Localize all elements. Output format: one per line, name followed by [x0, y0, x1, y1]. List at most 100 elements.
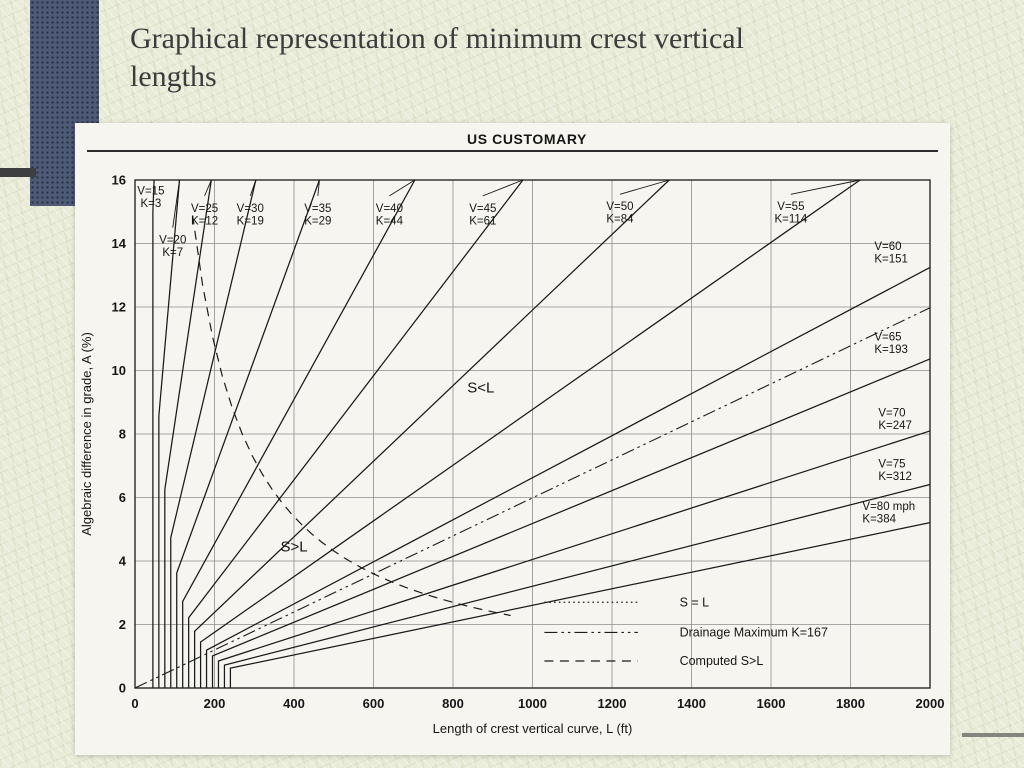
speed-line-label-v50: V=50 K=84 [606, 201, 634, 226]
chart-title: US CUSTOMARY [467, 131, 587, 147]
speed-line-label-v35-speed: V=35 [304, 203, 331, 215]
speed-line-leader-v45 [482, 179, 524, 197]
speed-line-v30 [170, 179, 257, 688]
x-axis-title: Length of crest vertical curve, L (ft) [433, 721, 633, 736]
legend-label-0: S = L [680, 595, 710, 609]
x-tick-label-200: 200 [204, 696, 226, 711]
y-tick-label-6: 6 [119, 490, 126, 505]
speed-line-label-v25-k: K=12 [191, 215, 218, 227]
y-tick-label-2: 2 [119, 617, 126, 632]
speed-line-leader-v35 [317, 179, 320, 196]
speed-line-label-v50-speed: V=50 [606, 201, 633, 213]
speed-line-label-v60-speed: V=60 [874, 241, 901, 253]
x-tick-label-1600: 1600 [757, 696, 786, 711]
speed-line-label-v35: V=35 K=29 [304, 203, 331, 228]
speed-line-leader-v55 [790, 179, 861, 195]
y-tick-label-10: 10 [112, 363, 126, 378]
speed-line-label-v80-k: K=384 [862, 514, 896, 526]
speed-line-v55 [199, 179, 861, 688]
speed-line-leader-v25 [204, 179, 212, 197]
speed-line-label-v25-speed: V=25 [191, 203, 218, 215]
speed-line-v50 [194, 179, 670, 688]
speed-line-label-v75: V=75 K=312 [878, 458, 912, 483]
region-label-1: S>L [280, 538, 307, 555]
region-label-0: S<L [467, 380, 494, 397]
x-tick-label-1800: 1800 [836, 696, 865, 711]
speed-line-label-v70: V=70 K=247 [878, 408, 912, 433]
speed-line-label-v60-k: K=151 [874, 253, 908, 265]
speed-line-v45 [188, 179, 524, 688]
legend-label-1: Drainage Maximum K=167 [680, 625, 828, 639]
speed-line-label-v65: V=65 K=193 [874, 331, 908, 356]
speed-line-label-v70-k: K=247 [878, 420, 912, 432]
x-tick-label-400: 400 [283, 696, 305, 711]
y-tick-label-12: 12 [112, 300, 126, 315]
speed-line-label-v30-k: K=19 [237, 215, 264, 227]
x-tick-label-800: 800 [442, 696, 464, 711]
speed-line-leader-v50 [619, 179, 670, 195]
speed-line-label-v55: V=55 K=114 [775, 201, 808, 226]
y-tick-label-16: 16 [112, 173, 126, 188]
footer-line [962, 733, 1024, 737]
speed-line-v40 [182, 179, 416, 688]
chart-panel: US CUSTOMARY 0 200 400 600 800 1000 1200 1400 160… [75, 123, 950, 755]
speed-line-label-v30: V=30 K=19 [237, 203, 264, 228]
speed-line-label-v45-speed: V=45 [469, 203, 496, 215]
speed-line-label-v80-speed: V=80 mph [862, 501, 915, 513]
accent-bar [0, 168, 36, 177]
speed-line-label-v40-k: K=44 [376, 215, 404, 227]
speed-line-label-v75-speed: V=75 [878, 458, 905, 470]
speed-line-label-v40-speed: V=40 [376, 203, 403, 215]
speed-line-leader-v30 [249, 179, 257, 197]
speed-line-label-v55-k: K=114 [775, 214, 808, 226]
y-axis-title: Algebraic difference in grade, A (%) [79, 332, 94, 536]
speed-line-label-v50-k: K=84 [606, 214, 634, 226]
slide-title: Graphical representation of minimum cres… [130, 22, 744, 94]
speed-line-label-v20: V=20 K=7 [159, 235, 186, 260]
plot-border [134, 179, 931, 689]
y-tick-label-8: 8 [119, 427, 126, 442]
y-tick-label-4: 4 [119, 554, 127, 569]
speed-line-label-v35-k: K=29 [304, 215, 331, 227]
x-tick-label-1200: 1200 [598, 696, 627, 711]
speed-line-label-v20-k: K=7 [162, 247, 183, 259]
speed-line-v80 [229, 522, 931, 688]
speed-line-label-v45: V=45 K=61 [469, 203, 496, 228]
speed-line-v70 [217, 430, 931, 688]
speed-line-v60 [205, 266, 931, 688]
speed-line-label-v65-k: K=193 [874, 344, 908, 356]
speed-line-leader-v20 [172, 179, 180, 228]
speed-line-label-v30-speed: V=30 [237, 203, 264, 215]
y-tick-label-14: 14 [112, 236, 127, 251]
x-tick-label-0: 0 [131, 696, 138, 711]
legend-label-2: Computed S>L [680, 654, 764, 668]
y-tick-label-0: 0 [119, 681, 126, 696]
x-tick-label-1400: 1400 [677, 696, 706, 711]
speed-line-label-v15-k: K=3 [141, 198, 162, 210]
speed-line-leader-v40 [389, 179, 416, 197]
speed-line-label-v75-k: K=312 [878, 471, 912, 483]
x-tick-label-2000: 2000 [916, 696, 945, 711]
speed-line-label-v55-speed: V=55 [777, 201, 804, 213]
x-tick-label-1000: 1000 [518, 696, 547, 711]
speed-line-label-v40: V=40 K=44 [376, 203, 404, 228]
speed-line-label-v20-speed: V=20 [159, 235, 186, 247]
computed-s-greater-than-l-curve [192, 215, 511, 617]
speed-line-label-v15-speed: V=15 [137, 185, 164, 197]
speed-line-v25 [164, 179, 212, 688]
speed-line-label-v65-speed: V=65 [874, 331, 901, 343]
speed-line-v35 [176, 179, 321, 688]
speed-line-v15 [152, 179, 155, 688]
speed-line-v75 [223, 483, 931, 688]
speed-line-label-v70-speed: V=70 [878, 408, 905, 420]
speed-line-v20 [158, 179, 181, 688]
x-tick-label-600: 600 [363, 696, 385, 711]
speed-line-label-v15: V=15 K=3 [137, 185, 164, 210]
speed-line-label-v25: V=25 K=12 [191, 203, 218, 228]
accent-block [30, 0, 99, 206]
speed-line-v65 [211, 358, 931, 688]
speed-line-label-v45-k: K=61 [469, 215, 496, 227]
speed-line-label-v80: V=80 mph K=384 [862, 501, 915, 526]
